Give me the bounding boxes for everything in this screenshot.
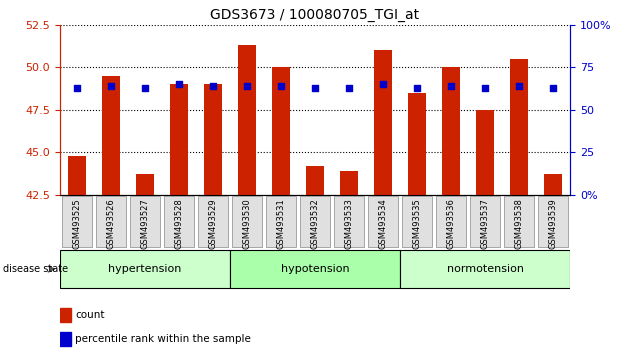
FancyBboxPatch shape bbox=[300, 196, 330, 247]
Text: GSM493529: GSM493529 bbox=[209, 198, 217, 249]
Bar bbox=[476, 110, 495, 195]
FancyBboxPatch shape bbox=[198, 196, 228, 247]
FancyBboxPatch shape bbox=[402, 196, 432, 247]
Text: GSM493535: GSM493535 bbox=[413, 198, 421, 249]
Bar bbox=[306, 166, 324, 195]
Bar bbox=[203, 84, 222, 195]
FancyBboxPatch shape bbox=[230, 250, 400, 288]
Bar bbox=[60, 332, 71, 346]
Bar bbox=[238, 45, 256, 195]
Text: GSM493530: GSM493530 bbox=[243, 198, 251, 249]
FancyBboxPatch shape bbox=[266, 196, 296, 247]
Text: GSM493539: GSM493539 bbox=[549, 198, 558, 249]
Bar bbox=[374, 50, 392, 195]
Text: GSM493526: GSM493526 bbox=[106, 198, 115, 249]
Text: GSM493525: GSM493525 bbox=[72, 198, 81, 249]
Text: disease state: disease state bbox=[3, 264, 68, 274]
Text: hypertension: hypertension bbox=[108, 264, 181, 274]
Bar bbox=[408, 93, 427, 195]
Bar bbox=[442, 67, 461, 195]
Text: GSM493531: GSM493531 bbox=[277, 198, 285, 249]
Text: hypotension: hypotension bbox=[281, 264, 349, 274]
Text: GSM493532: GSM493532 bbox=[311, 198, 319, 249]
Bar bbox=[340, 171, 358, 195]
Text: GSM493538: GSM493538 bbox=[515, 198, 524, 249]
FancyBboxPatch shape bbox=[504, 196, 534, 247]
Title: GDS3673 / 100080705_TGI_at: GDS3673 / 100080705_TGI_at bbox=[210, 8, 420, 22]
FancyBboxPatch shape bbox=[334, 196, 364, 247]
Bar bbox=[60, 308, 71, 322]
Text: GSM493536: GSM493536 bbox=[447, 198, 455, 249]
Bar bbox=[135, 174, 154, 195]
FancyBboxPatch shape bbox=[470, 196, 500, 247]
Point bbox=[378, 81, 388, 87]
Bar bbox=[169, 84, 188, 195]
Point bbox=[208, 83, 218, 89]
FancyBboxPatch shape bbox=[538, 196, 568, 247]
Bar bbox=[101, 76, 120, 195]
Point bbox=[242, 83, 252, 89]
Point bbox=[72, 85, 82, 91]
Text: normotension: normotension bbox=[447, 264, 524, 274]
Point bbox=[412, 85, 422, 91]
FancyBboxPatch shape bbox=[164, 196, 194, 247]
Bar bbox=[510, 59, 529, 195]
Point bbox=[310, 85, 320, 91]
Point bbox=[106, 83, 116, 89]
Bar bbox=[272, 67, 290, 195]
FancyBboxPatch shape bbox=[62, 196, 92, 247]
FancyBboxPatch shape bbox=[436, 196, 466, 247]
Text: GSM493533: GSM493533 bbox=[345, 198, 353, 249]
Point bbox=[548, 85, 558, 91]
FancyBboxPatch shape bbox=[400, 250, 570, 288]
Point bbox=[276, 83, 286, 89]
Point bbox=[140, 85, 150, 91]
Text: count: count bbox=[75, 310, 105, 320]
Point bbox=[480, 85, 490, 91]
Text: GSM493537: GSM493537 bbox=[481, 198, 490, 249]
Point bbox=[514, 83, 524, 89]
Point bbox=[344, 85, 354, 91]
Text: GSM493528: GSM493528 bbox=[175, 198, 183, 249]
Point bbox=[174, 81, 184, 87]
Text: percentile rank within the sample: percentile rank within the sample bbox=[75, 334, 251, 344]
Text: GSM493534: GSM493534 bbox=[379, 198, 387, 249]
Point bbox=[446, 83, 456, 89]
FancyBboxPatch shape bbox=[60, 250, 230, 288]
FancyBboxPatch shape bbox=[368, 196, 398, 247]
Bar bbox=[67, 156, 86, 195]
FancyBboxPatch shape bbox=[232, 196, 262, 247]
FancyBboxPatch shape bbox=[96, 196, 126, 247]
Bar bbox=[544, 174, 563, 195]
Text: GSM493527: GSM493527 bbox=[140, 198, 149, 249]
FancyBboxPatch shape bbox=[130, 196, 160, 247]
